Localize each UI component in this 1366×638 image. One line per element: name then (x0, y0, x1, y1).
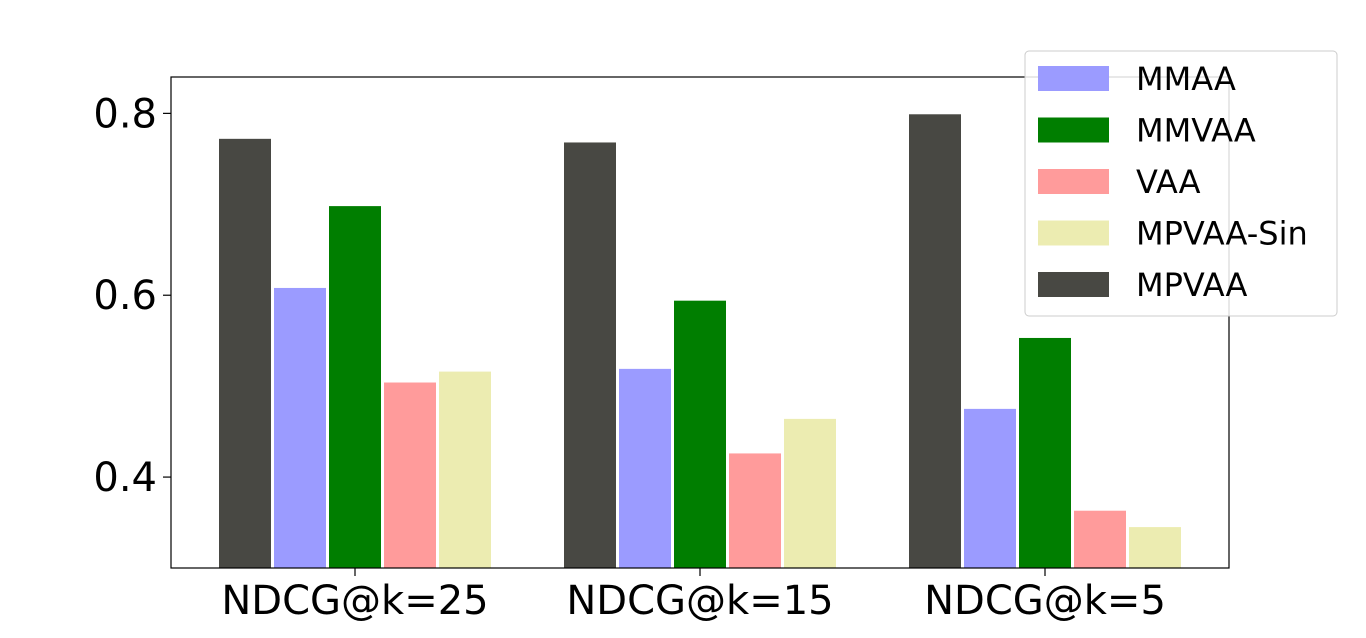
y-axis: 0.4 0.6 0.8 (93, 91, 171, 501)
legend-label-mpvaa-sin: MPVAA-Sin (1136, 215, 1308, 253)
legend-label-mmvaa: MMVAA (1136, 112, 1256, 150)
legend-swatch-mpvaa (1038, 272, 1109, 297)
legend-swatch-mpvaa-sin (1038, 220, 1109, 246)
x-tick-label: NDCG@k=5 (924, 578, 1166, 624)
legend-label-vaa: VAA (1136, 163, 1201, 201)
bar-mpvaa-sin-1 (784, 418, 836, 568)
legend: MMAA MMVAA VAA MPVAA-Sin MPVAA (1024, 50, 1338, 317)
y-tick-label: 0.8 (93, 91, 157, 137)
bar-mmvaa-0 (329, 206, 381, 569)
legend-box (1024, 50, 1338, 317)
x-axis: NDCG@k=25 NDCG@k=15 NDCG@k=5 (221, 568, 1166, 624)
y-tick-label: 0.4 (93, 455, 157, 501)
legend-label-mpvaa: MPVAA (1136, 266, 1248, 304)
bars-group (219, 114, 1181, 569)
bar-mpvaa-1 (564, 142, 616, 568)
legend-swatch-mmaa (1038, 66, 1109, 91)
x-tick-label: NDCG@k=25 (221, 578, 488, 624)
bar-mpvaa-0 (219, 138, 271, 568)
y-tick-label: 0.6 (93, 273, 157, 319)
bar-mmaa-0 (274, 287, 326, 568)
legend-label-mmaa: MMAA (1136, 60, 1236, 98)
bar-mpvaa-2 (909, 114, 961, 568)
legend-swatch-vaa (1038, 169, 1109, 194)
bar-vaa-0 (384, 382, 436, 568)
bar-mmaa-2 (964, 408, 1016, 568)
bar-vaa-1 (729, 453, 781, 568)
bar-mpvaa-sin-2 (1129, 527, 1181, 568)
legend-swatch-mmvaa (1038, 117, 1109, 143)
bar-mmvaa-2 (1019, 337, 1071, 568)
bar-mmvaa-1 (674, 300, 726, 568)
bar-mmaa-1 (619, 368, 671, 568)
bar-vaa-2 (1074, 510, 1126, 568)
x-tick-label: NDCG@k=15 (566, 578, 833, 624)
bar-mpvaa-sin-0 (439, 371, 491, 568)
